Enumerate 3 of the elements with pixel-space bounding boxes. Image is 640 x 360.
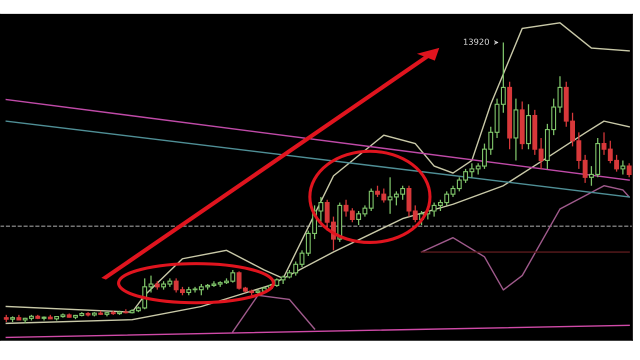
- candlestick: [620, 160, 626, 176]
- candlestick: [626, 162, 632, 178]
- annotation: 13920: [464, 38, 489, 45]
